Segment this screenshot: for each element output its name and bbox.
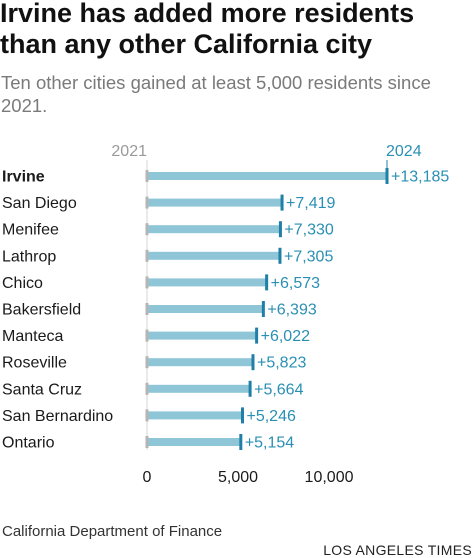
data-label: +7,305 (284, 248, 333, 265)
bar (147, 438, 241, 446)
data-label: +5,664 (254, 381, 303, 398)
start-marker (145, 382, 149, 395)
data-label: +5,154 (245, 435, 294, 452)
category-label: Irvine (2, 169, 45, 186)
publisher-credit: LOS ANGELES TIMES (323, 542, 472, 558)
end-marker (248, 380, 252, 397)
bar (147, 331, 257, 340)
start-marker (145, 276, 149, 289)
start-year-label: 2021 (111, 143, 147, 160)
category-label: Manteca (2, 328, 63, 345)
category-label: Santa Cruz (2, 381, 82, 398)
x-tick-label: 0 (143, 469, 152, 486)
bar-chart: 2021 2024 Irvine +13,185 San Diego +7,419 Meni… (2, 143, 449, 486)
category-label: Lathrop (2, 248, 56, 265)
end-marker (261, 301, 265, 317)
end-marker (239, 434, 243, 450)
data-label: +6,393 (267, 302, 316, 319)
data-label: +6,573 (271, 275, 320, 292)
category-label: Menifee (2, 222, 59, 239)
source-note: California Department of Finance (2, 523, 223, 540)
bar (147, 411, 243, 420)
bar (147, 251, 280, 260)
end-marker (265, 274, 269, 291)
start-marker (145, 303, 149, 315)
end-marker (255, 327, 259, 344)
chart-subtitle: Ten other cities gained at least 5,000 r… (1, 72, 431, 116)
chart-title: Irvine has added more residents than any… (0, 0, 415, 59)
category-label: San Diego (2, 195, 77, 212)
start-marker (145, 170, 149, 182)
start-marker (145, 409, 149, 422)
end-marker (385, 168, 389, 184)
x-tick-label: 5,000 (218, 469, 258, 486)
category-label: San Bernardino (2, 408, 113, 425)
category-label: Roseville (2, 355, 67, 372)
start-marker (145, 356, 149, 369)
start-marker (145, 436, 149, 448)
end-marker (278, 221, 282, 238)
category-label: Bakersfield (2, 302, 81, 319)
start-marker (145, 196, 149, 209)
bar (147, 172, 387, 180)
start-marker (145, 223, 149, 236)
end-year-label: 2024 (386, 143, 422, 160)
category-label: Chico (2, 275, 43, 292)
end-marker (251, 354, 255, 371)
data-label: +13,185 (391, 169, 449, 186)
bar (147, 278, 267, 287)
data-label: +6,022 (261, 328, 310, 345)
start-marker (145, 249, 149, 262)
x-tick-label: 10,000 (305, 469, 354, 486)
end-marker (278, 247, 282, 264)
bar (147, 358, 253, 367)
start-marker (145, 329, 149, 342)
category-label: Ontario (2, 435, 55, 452)
end-marker (240, 407, 244, 424)
bar (147, 305, 264, 313)
end-marker (280, 194, 284, 211)
data-label: +5,823 (257, 355, 306, 372)
data-label: +5,246 (246, 408, 295, 425)
bar (147, 225, 281, 234)
bar (147, 198, 283, 207)
bar (147, 384, 251, 393)
data-label: +7,330 (284, 222, 333, 239)
data-label: +7,419 (286, 195, 335, 212)
